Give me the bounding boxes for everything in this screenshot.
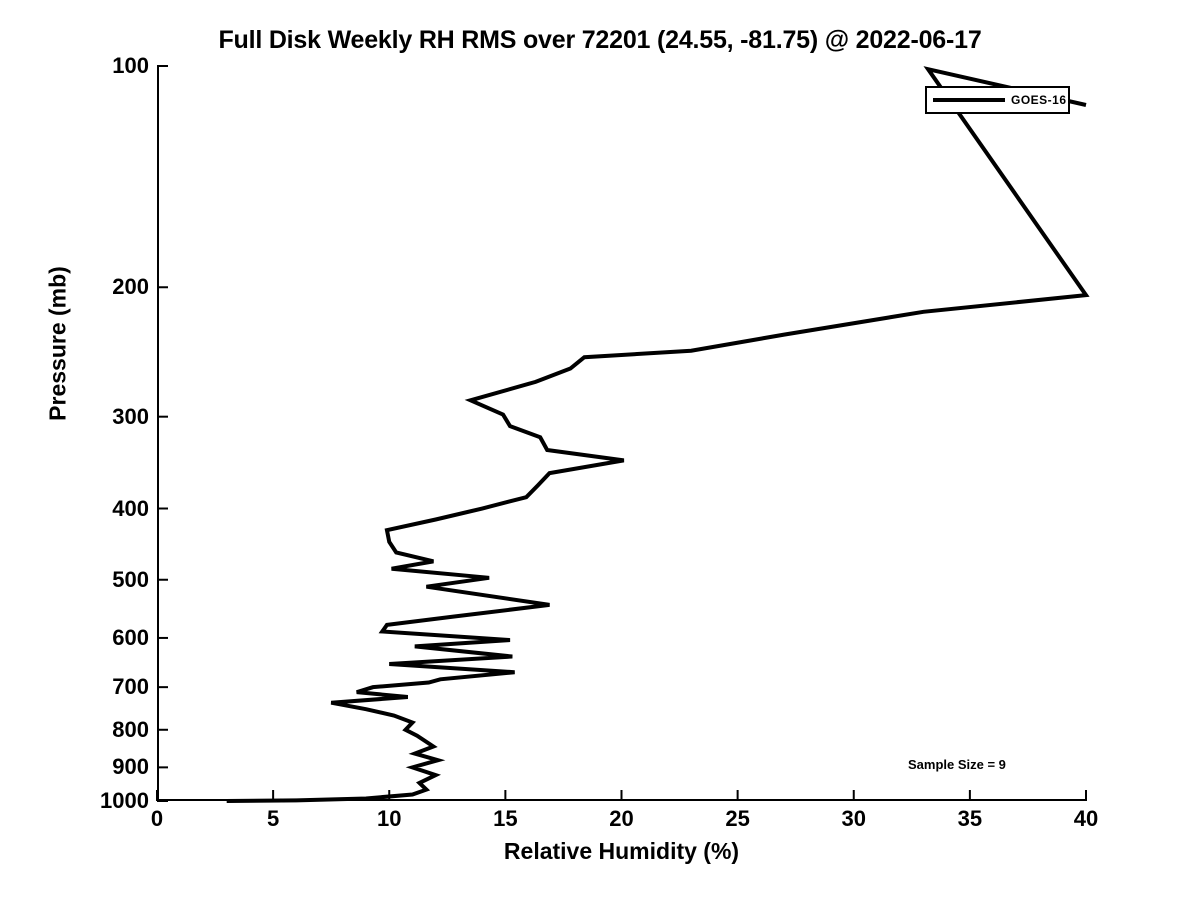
y-tick-label: 800 [112,716,149,742]
legend-label: GOES-16 [1011,93,1067,107]
legend-box: GOES-16 [925,86,1070,114]
x-tick-label: 20 [609,806,634,831]
y-tick-label: 1000 [100,788,149,813]
y-tick-label: 400 [112,495,149,521]
x-tick-label: 40 [1073,806,1099,831]
x-tick-label: 30 [841,806,866,831]
x-tick-label: 35 [957,806,983,831]
y-axis-ticks: 100 200 300 400 500 600 700 800 900 1000 [0,0,149,900]
legend-line-sample [933,98,1005,102]
y-tick-label: 200 [112,274,149,300]
y-tick-label: 300 [112,403,149,429]
sample-size-annotation: Sample Size = 9 [908,757,1006,772]
y-tick-label: 900 [112,754,149,780]
x-tick-label: 15 [493,806,518,831]
x-axis-label: Relative Humidity (%) [503,838,740,864]
y-tick-label: 600 [112,624,149,650]
x-tick-label: 0 [150,806,164,831]
y-tick-label: 100 [112,53,149,78]
y-tick-label: 500 [112,566,149,592]
data-series-group [226,66,1090,803]
page-title: Full Disk Weekly RH RMS over 72201 (24.5… [218,26,982,54]
x-tick-label: 5 [267,806,280,831]
x-tick-label: 25 [725,806,750,831]
y-axis-label: Pressure (mb) [44,266,71,421]
x-tick-label: 10 [377,806,402,831]
y-tick-label: 700 [112,674,149,700]
data-series-line [226,66,1090,803]
tick-marks [156,65,1087,802]
